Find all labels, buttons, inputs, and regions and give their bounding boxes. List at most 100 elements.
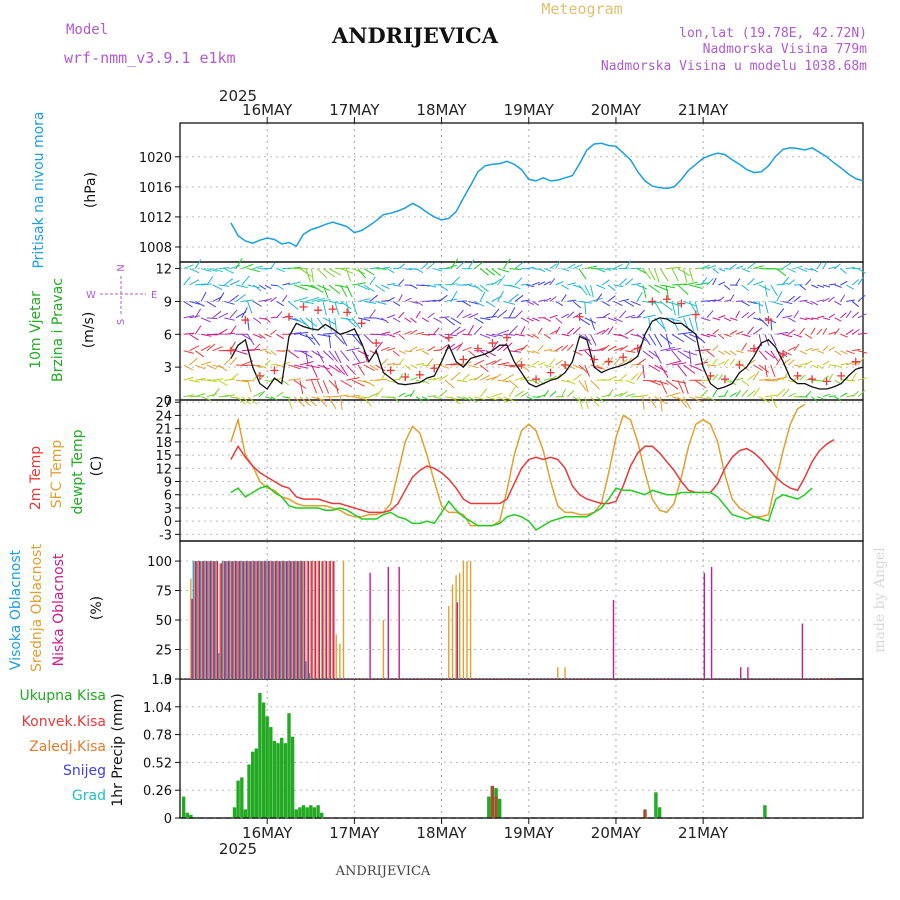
top-day-labels: 16MAY 17MAY 18MAY 19MAY 20MAY 21MAY (242, 101, 729, 123)
wind-vector (787, 268, 796, 273)
wind-vector (375, 341, 383, 352)
top-day-label: 16MAY (242, 101, 293, 119)
wind-vector (799, 374, 806, 381)
wind-vector (386, 362, 396, 366)
wind-vector (270, 350, 277, 356)
wind-vector (224, 300, 235, 305)
wind-vector (846, 266, 855, 270)
wind-vector (700, 317, 711, 322)
wind-vector (189, 279, 199, 286)
top-day-label: 20MAY (591, 101, 642, 119)
total-precip-bar (301, 805, 306, 818)
wind-vector (712, 358, 718, 366)
wind-vector (439, 344, 449, 352)
wind-vector (479, 291, 486, 302)
wind-vector (642, 364, 645, 379)
total-precip-bar (272, 741, 277, 818)
wind-vector (625, 300, 635, 307)
wind-vector (404, 268, 413, 271)
wind-vector (410, 300, 419, 304)
wind-vector (659, 301, 673, 311)
wind-vector (456, 379, 467, 383)
precip-tick-label: 1.04 (143, 701, 172, 716)
wind-vector (846, 361, 855, 366)
wind-vector (316, 268, 328, 279)
wind-vector (834, 317, 842, 322)
wind-vector (770, 377, 784, 381)
wind-vector (561, 344, 569, 352)
wind-vector (375, 333, 387, 336)
wind-vector (235, 396, 246, 405)
wind-vector (363, 379, 375, 387)
wind-vector (450, 290, 458, 302)
coords-label: lon,lat (19.78E, 42.72N) (679, 26, 867, 41)
wind-vector (253, 364, 263, 369)
wind-vector (811, 396, 818, 402)
clouds-tick-label: 25 (155, 644, 172, 659)
wind-vector (846, 284, 855, 290)
wind-vector (218, 312, 229, 319)
wind-vector (212, 346, 223, 352)
wind-vector (357, 364, 366, 376)
wind-vector (491, 278, 502, 286)
wind-vector (817, 284, 825, 288)
wind-vector (741, 312, 750, 319)
total-precip-bar (261, 702, 266, 818)
wind-vector (427, 299, 437, 302)
wind-vector (183, 350, 194, 354)
wind-vector (276, 364, 285, 368)
wind-vector (183, 276, 191, 286)
gust-marker (793, 371, 802, 380)
wind-vector (410, 346, 418, 352)
wind-vector (724, 317, 732, 322)
wind-vector (828, 266, 837, 270)
wind-vector (781, 388, 790, 398)
wind-tick-label: 9 (164, 295, 172, 310)
wind-vector (555, 326, 561, 335)
wind-vector (538, 268, 546, 273)
wind-vector (659, 333, 673, 345)
wind-vector (723, 350, 731, 356)
wind-vector (241, 307, 248, 319)
wind-vector (590, 396, 600, 407)
wind-vector (253, 284, 262, 292)
wind-vector (381, 346, 390, 352)
wind-vector (381, 284, 390, 290)
wind-vector (752, 327, 763, 335)
wind-vector (607, 388, 614, 397)
wind-vector (572, 350, 583, 356)
wind-vector (567, 299, 577, 302)
wind-vector (206, 379, 218, 382)
wind-vector (671, 350, 682, 363)
wind-vector (782, 333, 793, 338)
wind-vector (473, 326, 483, 335)
total-precip-bar (185, 812, 189, 818)
wind-vector (316, 317, 326, 330)
wind-vector (351, 301, 358, 315)
wind-vector (619, 345, 629, 352)
wind-vector (834, 396, 842, 402)
wind-vector (718, 361, 726, 366)
wind-vector (613, 263, 623, 270)
wind-vector (235, 284, 248, 289)
wind-vector (206, 301, 217, 308)
wind-vector (317, 299, 331, 302)
wind-vector (479, 388, 488, 398)
wind-vector (601, 327, 610, 335)
wind-vector (659, 396, 663, 412)
wind-vector (723, 358, 730, 366)
wind-vector (224, 378, 235, 381)
wind-vector (538, 361, 546, 366)
wind-vector (189, 379, 200, 383)
compass-rose: N E W S (86, 264, 157, 325)
wind-vector (416, 362, 424, 366)
wind-vector (287, 350, 300, 359)
total-precip-bar (294, 809, 298, 818)
wind-vector (439, 389, 448, 398)
wind-vector (631, 282, 642, 286)
wind-vector (195, 364, 206, 370)
wind-vector (735, 265, 744, 270)
wind-vector (613, 317, 623, 323)
wind-vector (543, 280, 552, 286)
